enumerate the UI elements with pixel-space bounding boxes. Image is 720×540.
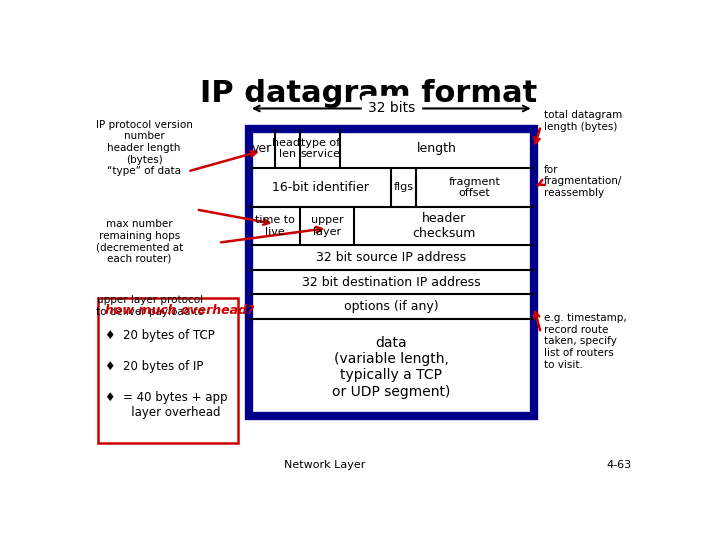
Text: ♦  = 40 bytes + app
       layer overhead: ♦ = 40 bytes + app layer overhead <box>105 391 228 419</box>
Text: upper layer protocol
to deliver payload to: upper layer protocol to deliver payload … <box>96 295 204 317</box>
Text: options (if any): options (if any) <box>344 300 438 313</box>
Text: 16-bit identifier: 16-bit identifier <box>271 181 369 194</box>
Text: e.g. timestamp,
record route
taken, specify
list of routers
to visit.: e.g. timestamp, record route taken, spec… <box>544 313 626 369</box>
Text: head.
len: head. len <box>271 138 303 159</box>
Text: Network Layer: Network Layer <box>284 460 365 470</box>
Text: length: length <box>417 142 456 155</box>
Text: max number
remaining hops
(decremented at
each router): max number remaining hops (decremented a… <box>96 219 183 264</box>
Text: total datagram
length (bytes): total datagram length (bytes) <box>544 110 622 132</box>
Text: how much overhead?: how much overhead? <box>105 304 254 317</box>
Text: time to
live: time to live <box>255 215 294 237</box>
Text: for
fragmentation/
reassembly: for fragmentation/ reassembly <box>544 165 622 198</box>
Text: fragment
offset: fragment offset <box>449 177 500 198</box>
Text: 32 bits: 32 bits <box>368 102 415 116</box>
Bar <box>249 129 534 416</box>
Text: ♦  20 bytes of TCP: ♦ 20 bytes of TCP <box>105 329 215 342</box>
Text: flgs: flgs <box>393 183 413 192</box>
Text: ♦  20 bytes of IP: ♦ 20 bytes of IP <box>105 360 204 373</box>
Text: IP protocol version
number
header length
(bytes)
“type” of data: IP protocol version number header length… <box>96 120 192 176</box>
Text: data
(variable length,
typically a TCP
or UDP segment): data (variable length, typically a TCP o… <box>332 336 451 399</box>
Text: 32 bit destination IP address: 32 bit destination IP address <box>302 275 481 288</box>
Text: type of
service: type of service <box>300 138 340 159</box>
Text: ver: ver <box>252 142 272 155</box>
Text: 32 bit source IP address: 32 bit source IP address <box>316 251 467 264</box>
Text: header
checksum: header checksum <box>413 212 476 240</box>
Text: upper
layer: upper layer <box>311 215 343 237</box>
Bar <box>99 298 238 443</box>
Text: 4-63: 4-63 <box>606 460 631 470</box>
Text: IP datagram format: IP datagram format <box>200 79 538 109</box>
